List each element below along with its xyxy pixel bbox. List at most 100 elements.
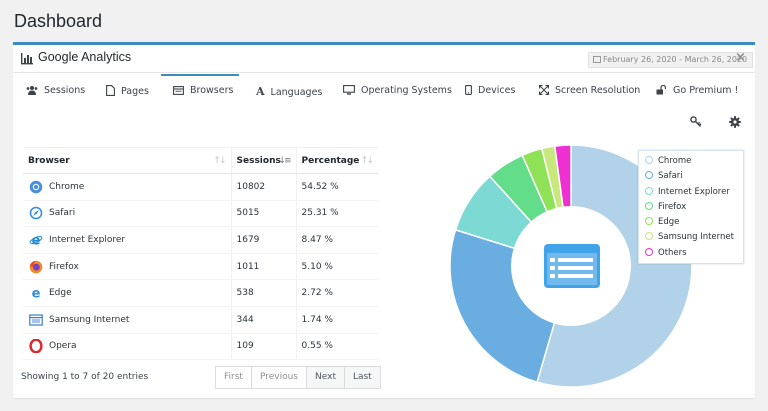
- percentage-cell: 25.31 %: [295, 200, 378, 228]
- browser-cell: Chrome: [23, 173, 231, 201]
- browser-name: Opera: [49, 341, 77, 352]
- table-row: e Internet Explorer 1679 8.47 %: [23, 226, 378, 254]
- sessions-cell: 109: [230, 333, 296, 361]
- sessions-cell: 10802: [230, 173, 296, 201]
- svg-text:e: e: [32, 233, 41, 247]
- sessions-cell: 1011: [230, 253, 296, 281]
- tab-go-premium[interactable]: Go Premium !: [656, 74, 738, 106]
- tab-languages[interactable]: A Languages: [256, 74, 322, 106]
- desktop-icon: [343, 85, 355, 95]
- bar-chart-icon: [21, 53, 33, 65]
- mobile-icon: [465, 85, 472, 95]
- column-header-label: Sessions: [236, 155, 281, 166]
- legend-item[interactable]: Chrome: [639, 156, 743, 171]
- browser-cell: Opera: [23, 333, 231, 361]
- table-info: Showing 1 to 7 of 20 entries: [21, 372, 149, 382]
- table-row: Firefox 1011 5.10 %: [23, 253, 378, 281]
- tab-label: Screen Resolution: [555, 85, 641, 96]
- sessions-cell: 344: [230, 306, 296, 334]
- chrome-icon: [29, 180, 43, 194]
- tab-screen-resolution[interactable]: Screen Resolution: [538, 74, 641, 106]
- tab-browsers[interactable]: Browsers: [161, 74, 239, 106]
- report-tabs: Sessions Pages Browsers A Languages Opera…: [13, 74, 755, 106]
- next-page-button[interactable]: Next: [307, 367, 345, 388]
- sessions-cell: 538: [230, 279, 296, 307]
- tab-operating-systems[interactable]: Operating Systems: [343, 74, 452, 106]
- tab-devices[interactable]: Devices: [465, 74, 515, 106]
- browsers-table: Browser ↑↓ Sessions ↓≡ Percentage ↑↓ Chrome…: [23, 147, 378, 361]
- table-row: e Edge 538 2.72 %: [23, 279, 378, 307]
- browser-cell: e Edge: [23, 279, 231, 307]
- percentage-cell: 0.55 %: [295, 333, 378, 361]
- tab-label: Languages: [270, 87, 323, 98]
- date-range-text: February 26, 2020 - March 26, 2020: [603, 55, 748, 64]
- last-page-button[interactable]: Last: [344, 367, 380, 388]
- legend-marker: [645, 171, 653, 180]
- svg-text:e: e: [32, 287, 41, 301]
- percentage-cell: 2.72 %: [295, 279, 378, 307]
- browsers-donut-chart: [449, 144, 693, 388]
- expand-icon: [538, 84, 550, 96]
- percentage-cell: 1.74 %: [295, 306, 378, 334]
- percentage-cell: 54.52 %: [295, 173, 378, 201]
- browser-cell: e Internet Explorer: [23, 226, 231, 254]
- close-widget-button[interactable]: ×: [735, 50, 746, 65]
- table-row: Safari 5015 25.31 %: [23, 200, 378, 228]
- sessions-cell: 5015: [230, 200, 296, 228]
- widget-title: Google Analytics: [38, 50, 132, 64]
- tab-label: Browsers: [190, 85, 234, 96]
- percentage-cell: 5.10 %: [295, 253, 378, 281]
- sort-descending-icon: ↓≡: [278, 156, 291, 166]
- column-header-percentage[interactable]: Percentage ↑↓: [295, 147, 378, 174]
- sort-icon: ↑↓: [360, 156, 374, 166]
- browser-name: Edge: [49, 288, 72, 299]
- browser-name: Samsung Internet: [49, 314, 130, 325]
- column-header-label: Percentage: [301, 155, 360, 166]
- legend-item[interactable]: Edge: [639, 217, 743, 232]
- browser-cell: Safari: [23, 200, 231, 228]
- column-header-sessions[interactable]: Sessions ↓≡: [230, 147, 296, 174]
- browser-name: Chrome: [49, 181, 85, 192]
- legend-marker: [645, 217, 653, 226]
- browser-name: Safari: [49, 208, 76, 219]
- sort-icon: ↑↓: [213, 156, 226, 166]
- legend-label: Firefox: [658, 201, 687, 212]
- opera-icon: [29, 339, 43, 354]
- calendar-icon: [593, 56, 601, 63]
- gear-icon[interactable]: [728, 115, 742, 129]
- legend-label: Samsung Internet: [658, 232, 734, 243]
- tab-label: Pages: [121, 86, 149, 97]
- legend-marker: [645, 247, 653, 256]
- legend-label: Edge: [658, 217, 680, 228]
- legend-marker: [645, 232, 653, 241]
- legend-item[interactable]: Samsung Internet: [639, 232, 743, 247]
- legend-item[interactable]: Safari: [639, 171, 743, 186]
- legend-item[interactable]: Others: [639, 247, 743, 263]
- key-icon[interactable]: [689, 115, 703, 129]
- previous-page-button[interactable]: Previous: [251, 367, 307, 388]
- legend-label: Internet Explorer: [658, 186, 730, 197]
- page-icon: [106, 85, 115, 96]
- legend-label: Others: [658, 247, 687, 258]
- pagination: First Previous Next Last: [215, 366, 381, 389]
- tab-label: Go Premium !: [673, 85, 739, 96]
- browser-name: Firefox: [49, 261, 79, 272]
- legend-item[interactable]: Internet Explorer: [639, 186, 743, 202]
- legend-item[interactable]: Firefox: [639, 201, 743, 217]
- widget-header: Google Analytics February 26, 2020 - Mar…: [13, 45, 755, 73]
- column-header-browser[interactable]: Browser ↑↓: [23, 147, 231, 174]
- font-icon: A: [256, 85, 265, 98]
- tab-pages[interactable]: Pages: [106, 74, 149, 106]
- first-page-button[interactable]: First: [216, 367, 252, 388]
- legend-marker: [645, 156, 653, 164]
- tab-label: Sessions: [44, 85, 86, 96]
- date-range-picker[interactable]: February 26, 2020 - March 26, 2020: [588, 52, 754, 68]
- tab-label: Devices: [478, 85, 516, 96]
- legend-marker: [645, 186, 653, 195]
- page-title: Dashboard: [14, 11, 103, 31]
- browser-cell: Firefox: [23, 253, 231, 281]
- users-icon: [26, 86, 38, 95]
- edge-icon: e: [32, 287, 41, 301]
- tab-sessions[interactable]: Sessions: [26, 74, 85, 106]
- browser-cell: Samsung Internet: [23, 306, 231, 334]
